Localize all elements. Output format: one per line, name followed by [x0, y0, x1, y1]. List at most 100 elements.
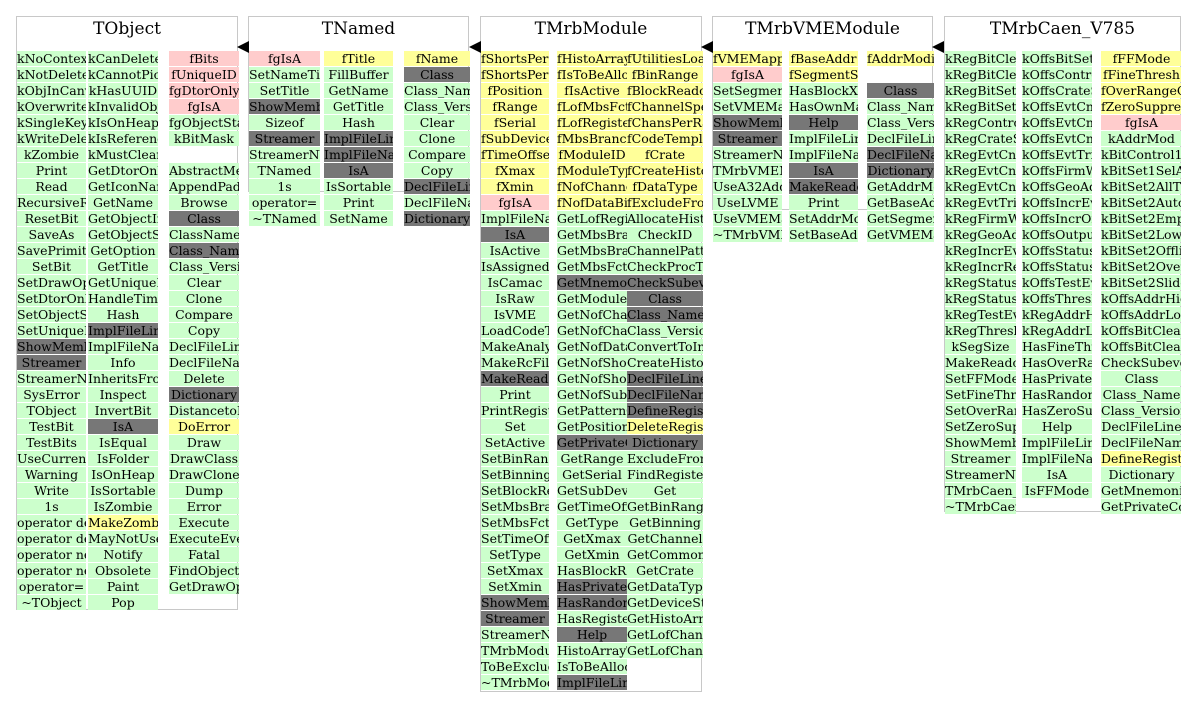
member-showmembers: ShowMembers	[945, 435, 1016, 450]
member-hasownmapping: HasOwnMapping	[789, 99, 858, 114]
member-histoarraytobecreated: HistoArrayToBeCreated	[557, 643, 627, 658]
member-class-version: Class_Version	[1101, 403, 1181, 418]
class-title: TNamed	[321, 19, 396, 39]
member-kbitset1seladdrintern: kBitSet1SelAddrIntern	[1101, 163, 1181, 178]
member-clone: Clone	[404, 131, 470, 146]
member-class-version: Class_Version	[627, 323, 703, 338]
member-settitle: SetTitle	[249, 83, 320, 98]
member-koffsincrevt: kOffsIncrEvt	[1022, 195, 1092, 210]
member-streamernvirtual: StreamerNVirtual	[713, 147, 782, 162]
member-getnofsubdevices: GetNofSubDevices	[557, 387, 627, 402]
member-faddrmodifier: fAddrModifier	[867, 51, 934, 66]
member-browse: Browse	[169, 195, 239, 210]
member-tmrbcaen-v785: TMrbCaen_V785	[945, 483, 1016, 498]
class-title: TMrbModule	[534, 19, 648, 39]
member-setnametitle: SetNameTitle	[249, 67, 320, 82]
member-implfilename: ImplFileName	[1022, 451, 1092, 466]
member-isactive: IsActive	[481, 243, 549, 258]
member-class-name: Class_Name	[1101, 387, 1181, 402]
member-findobject: FindObject	[169, 563, 239, 578]
member-getdevicestruct: GetDeviceStruct	[627, 595, 703, 610]
member-streamernvirtual: StreamerNVirtual	[945, 467, 1016, 482]
member-hasblockreadout: HasBlockReadout	[557, 563, 627, 578]
member-classname: ClassName	[169, 227, 239, 242]
member-getcrate: GetCrate	[627, 563, 703, 578]
member-istobeallocated: IsToBeAllocated	[557, 659, 627, 674]
member-setdrawoption: SetDrawOption	[17, 275, 86, 290]
member-ftitle: fTitle	[324, 51, 393, 66]
member-getposition: GetPosition	[557, 419, 627, 434]
member-tobject: TObject	[17, 403, 86, 418]
member-kregcratesel: kRegCrateSel	[945, 131, 1016, 146]
member-gettype: GetType	[557, 515, 627, 530]
member-koffsevtcntreset: kOffsEvtCntReset	[1022, 131, 1092, 146]
member-kmustcleanup: kMustCleanup	[88, 147, 158, 162]
member-settype: SetType	[481, 547, 549, 562]
member-kbitset2overrangedis: kBitSet2OverRangeDis	[1101, 259, 1181, 274]
member-dictionary: Dictionary	[1101, 467, 1181, 482]
member-operator: operator=	[249, 195, 320, 210]
member-operator-new: operator new	[17, 547, 86, 562]
class-title: TObject	[93, 19, 161, 39]
member-fistobeallocated: fIsToBeAllocated	[557, 67, 627, 82]
member-tobeexcludedfromreadout: ToBeExcludedFromReadout	[481, 659, 549, 674]
inheritance-arrow-icon	[932, 41, 944, 53]
member-tmrbmodule: TMrbModule	[481, 643, 549, 658]
member-israw: IsRaw	[481, 291, 549, 306]
member-kregcontrol1: kRegControl1	[945, 115, 1016, 130]
member-showmembers: ShowMembers	[481, 595, 549, 610]
member-info: Info	[88, 355, 158, 370]
member-getmbsbranch: GetMbsBranch	[557, 227, 627, 242]
member-getlofchannelsasstring: GetLofChannelsAsString	[627, 643, 703, 658]
member-hasprivatecode: HasPrivateCode	[1022, 371, 1092, 386]
member-class: Class	[867, 83, 934, 98]
member-blank	[867, 67, 934, 82]
member-gettitle: GetTitle	[324, 99, 393, 114]
member-help: Help	[789, 115, 858, 130]
member-isffmode: IsFFMode	[1022, 483, 1092, 498]
member-koffsfirmware: kOffsFirmWare	[1022, 163, 1092, 178]
member-implfileline: ImplFileLine	[88, 323, 158, 338]
member-notify: Notify	[88, 547, 158, 562]
member-fgisa: fgIsA	[481, 195, 549, 210]
member-declfilename: DeclFileName	[627, 387, 703, 402]
member-kregevtcntreset: kRegEvtCntReset	[945, 179, 1016, 194]
member-implfileline: ImplFileLine	[324, 131, 393, 146]
member-tmrbvmemodule: TMrbVMEModule	[713, 163, 782, 178]
member-delete: Delete	[169, 371, 239, 386]
member-hasrandomreadout: HasRandomReadout	[557, 595, 627, 610]
member-kregevttrig: kRegEvtTrig	[945, 195, 1016, 210]
member-getname: GetName	[88, 195, 158, 210]
member-column: kCanDeletekCannotPickkHasUUIDkInvalidObj…	[88, 51, 158, 611]
member-declfileline: DeclFileLine	[867, 131, 934, 146]
member-kregstatus2: kRegStatus2	[945, 291, 1016, 306]
member-getpatternofchannelsused: GetPatternOfChannelsUsed	[557, 403, 627, 418]
member-isonheap: IsOnHeap	[88, 467, 158, 482]
class-box-tnamed: TNamedfgIsASetNameTitleSetTitleShowMembe…	[248, 16, 470, 226]
member-koffsbitclear1: kOffsBitClear1	[1101, 323, 1181, 338]
member-kregthresh: kRegThresh	[945, 323, 1016, 338]
member-koffsaddrlow: kOffsAddrLow	[1101, 307, 1181, 322]
member-resetbit: ResetBit	[17, 211, 86, 226]
member-kregevtcntlow: kRegEvtCntLow	[945, 163, 1016, 178]
member-declfileline: DeclFileLine	[1101, 419, 1181, 434]
member-koffsevttrig: kOffsEvtTrig	[1022, 147, 1092, 162]
member-column: fNameClassClass_NameClass_VersionClearCl…	[404, 51, 470, 227]
member-converttoint: ConvertToInt	[627, 339, 703, 354]
member-fcreatehistoarray: fCreateHistoArray	[627, 163, 703, 178]
member-setxmin: SetXmin	[481, 579, 549, 594]
member-checksubeventtype: CheckSubeventType	[627, 275, 703, 290]
member-setuniqueid: SetUniqueID	[17, 323, 86, 338]
member-funiqueid: fUniqueID	[169, 67, 239, 82]
member-column: fTitle FillBuffer GetName GetTitle Hash ImplF…	[324, 51, 393, 227]
member-setvmemapping: SetVMEMapping	[713, 99, 782, 114]
member-class-name: Class_Name	[867, 99, 934, 114]
member-blank	[169, 147, 239, 162]
member-class-name: Class_Name	[169, 243, 239, 258]
member-getcommoncodefile: GetCommonCodeFile	[627, 547, 703, 562]
member-declfilename: DeclFileName	[404, 195, 470, 210]
member-1s: 1s	[17, 499, 86, 514]
class-box-tmrbcaen-v785: TMrbCaen_V785kRegBitClear1kRegBitClear2k…	[944, 16, 1181, 514]
